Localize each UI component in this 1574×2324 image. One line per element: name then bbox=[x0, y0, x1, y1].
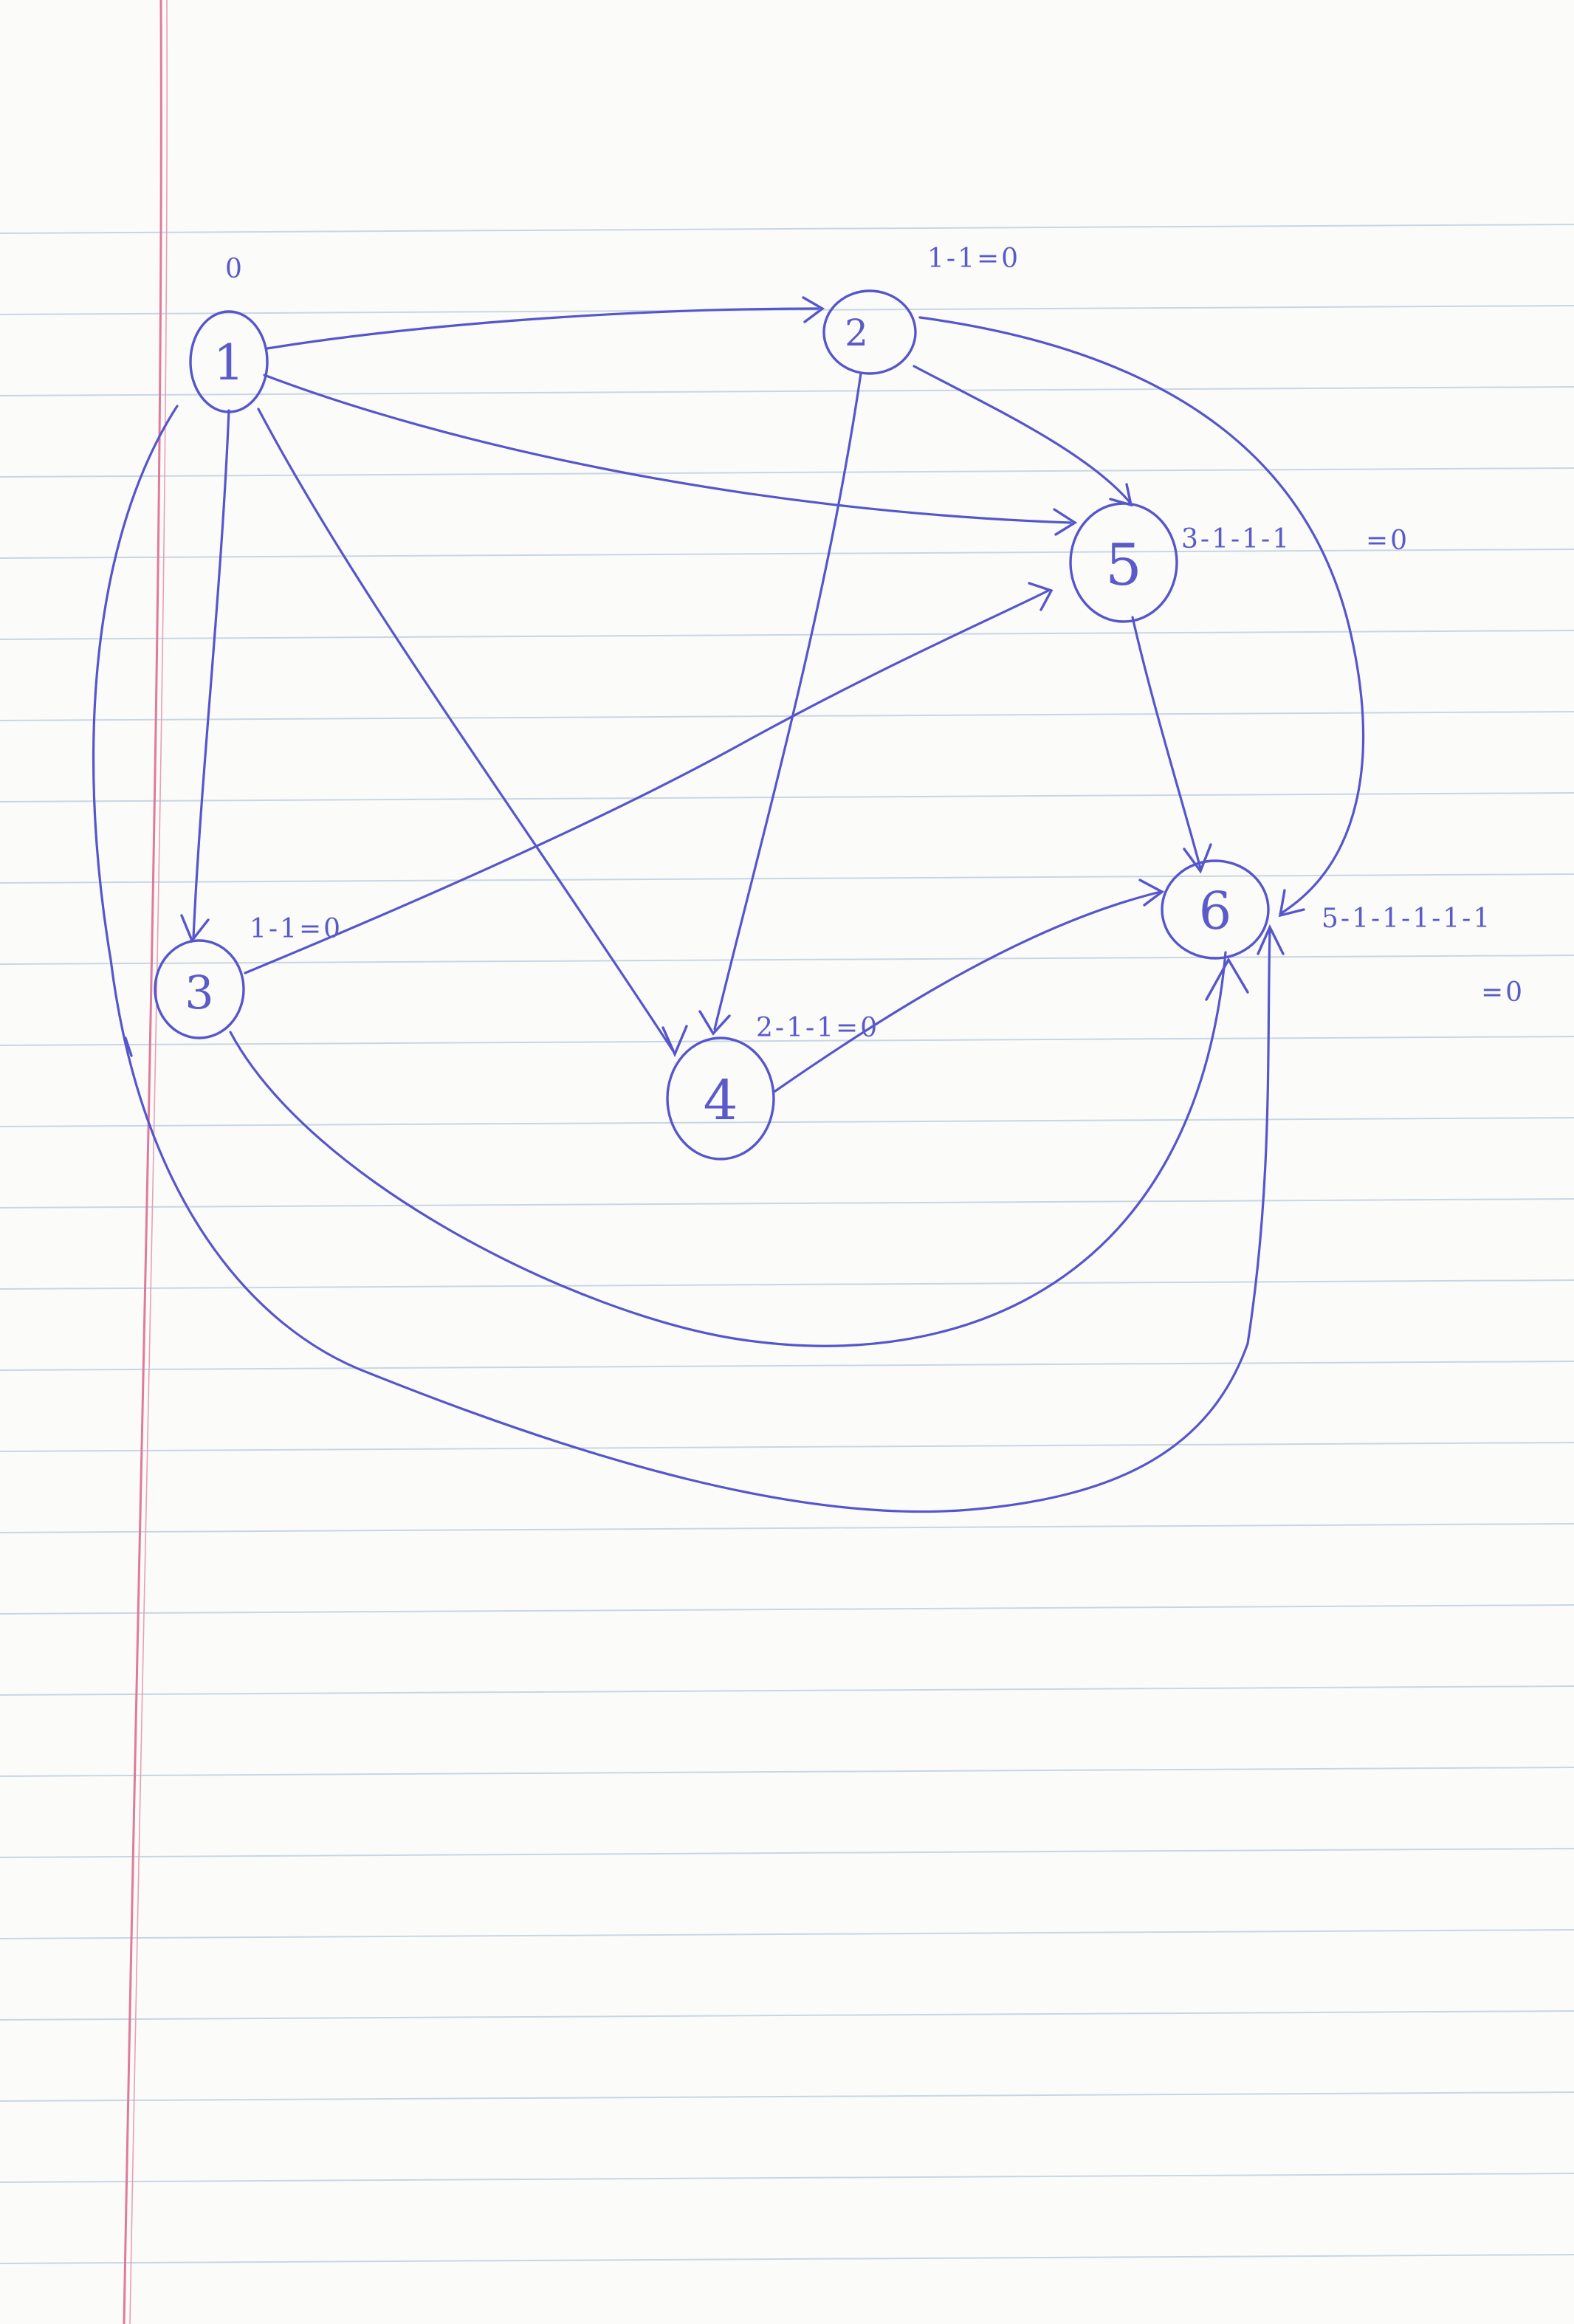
node-6-annotation: 5-1-1-1-1-1 bbox=[1322, 904, 1492, 934]
ruled-line bbox=[0, 1523, 1574, 1533]
ruled-line bbox=[0, 467, 1574, 478]
edge-5-6-arrowhead bbox=[1183, 843, 1212, 874]
node-4-label: 4 bbox=[703, 1069, 738, 1132]
edge-1-6 bbox=[92, 405, 1271, 1513]
node-6: 6 bbox=[1161, 859, 1270, 960]
ruled-line bbox=[0, 1685, 1574, 1696]
ruled-line bbox=[0, 1361, 1574, 1371]
edge-2-4-arrowhead bbox=[698, 1010, 731, 1036]
ruled-line bbox=[0, 2091, 1574, 2102]
edge-1-2-arrowhead bbox=[802, 296, 825, 323]
node-5: 5 bbox=[1069, 502, 1178, 623]
node-3-annotation: 1-1=0 bbox=[250, 914, 343, 944]
node-3-label: 3 bbox=[185, 966, 213, 1020]
annotations: 0 1-1=0 1-1=0 2-1-1=0 3-1-1-1 =0 5-1-1-1… bbox=[225, 244, 1525, 1043]
ruled-line bbox=[0, 2010, 1574, 2021]
ruled-line bbox=[0, 1604, 1574, 1615]
edge-3-6-arrowhead bbox=[1205, 957, 1249, 1001]
ruled-line bbox=[0, 386, 1574, 396]
edge-1-4-arrowhead bbox=[661, 1025, 688, 1058]
ruled-line bbox=[0, 549, 1574, 559]
edge-3-5 bbox=[244, 589, 1050, 974]
ruled-line bbox=[0, 630, 1574, 640]
ruled-line bbox=[0, 1036, 1574, 1046]
node-2-annotation: 1-1=0 bbox=[927, 244, 1020, 274]
ruled-line bbox=[0, 1442, 1574, 1452]
ruled-line bbox=[0, 1929, 1574, 1939]
edge-3-6 bbox=[229, 951, 1227, 1347]
edge-4-6-arrowhead bbox=[1138, 879, 1165, 907]
ruled-line bbox=[0, 224, 1574, 234]
node-6-annotation-result: =0 bbox=[1481, 977, 1525, 1008]
edge-3-5-arrowhead bbox=[1028, 582, 1054, 611]
edge-1-5 bbox=[263, 374, 1072, 524]
node-2-label: 2 bbox=[845, 312, 868, 354]
ruled-line bbox=[0, 1117, 1574, 1127]
node-5-annotation: 3-1-1-1 bbox=[1181, 524, 1291, 554]
node-4-annotation: 2-1-1=0 bbox=[756, 1013, 879, 1043]
ruled-line bbox=[0, 792, 1574, 802]
edge-2-6 bbox=[918, 316, 1365, 915]
edge-1-2 bbox=[266, 307, 819, 350]
ruled-lines bbox=[0, 224, 1574, 2264]
ruled-line bbox=[0, 1848, 1574, 1858]
ruled-line bbox=[0, 2254, 1574, 2264]
node-4: 4 bbox=[666, 1036, 775, 1161]
node-5-annotation-result: =0 bbox=[1366, 526, 1409, 556]
edge-5-6 bbox=[1131, 616, 1202, 870]
edges bbox=[92, 296, 1365, 1513]
ruled-line bbox=[0, 873, 1574, 884]
node-3: 3 bbox=[154, 939, 245, 1039]
node-2: 2 bbox=[822, 289, 917, 375]
edge-2-5 bbox=[913, 365, 1131, 503]
ruled-line bbox=[0, 711, 1574, 721]
edge-2-4 bbox=[713, 372, 862, 1031]
edge-4-6 bbox=[774, 890, 1162, 1093]
ruled-line bbox=[0, 2173, 1574, 2183]
nodes: 1 2 3 4 5 6 bbox=[154, 289, 1270, 1161]
node-1-annotation: 0 bbox=[225, 254, 244, 284]
ruled-line bbox=[0, 305, 1574, 315]
ruled-line bbox=[0, 955, 1574, 965]
edge-2-6-arrowhead bbox=[1278, 889, 1305, 918]
edge-1-3 bbox=[192, 409, 230, 939]
node-6-label: 6 bbox=[1199, 881, 1232, 941]
ruled-line bbox=[0, 1767, 1574, 1777]
margin-line bbox=[123, 0, 162, 2324]
margin-line-2 bbox=[129, 0, 168, 2324]
edge-1-6-arrowhead bbox=[1257, 924, 1285, 955]
node-1-label: 1 bbox=[213, 334, 244, 391]
edge-1-6-crossing-mark bbox=[124, 1036, 133, 1057]
edge-1-4 bbox=[257, 408, 675, 1053]
node-5-label: 5 bbox=[1105, 532, 1142, 599]
ruled-line bbox=[0, 1279, 1574, 1290]
node-1: 1 bbox=[189, 310, 269, 413]
edge-1-5-arrowhead bbox=[1053, 508, 1078, 536]
ruled-line bbox=[0, 1198, 1574, 1209]
